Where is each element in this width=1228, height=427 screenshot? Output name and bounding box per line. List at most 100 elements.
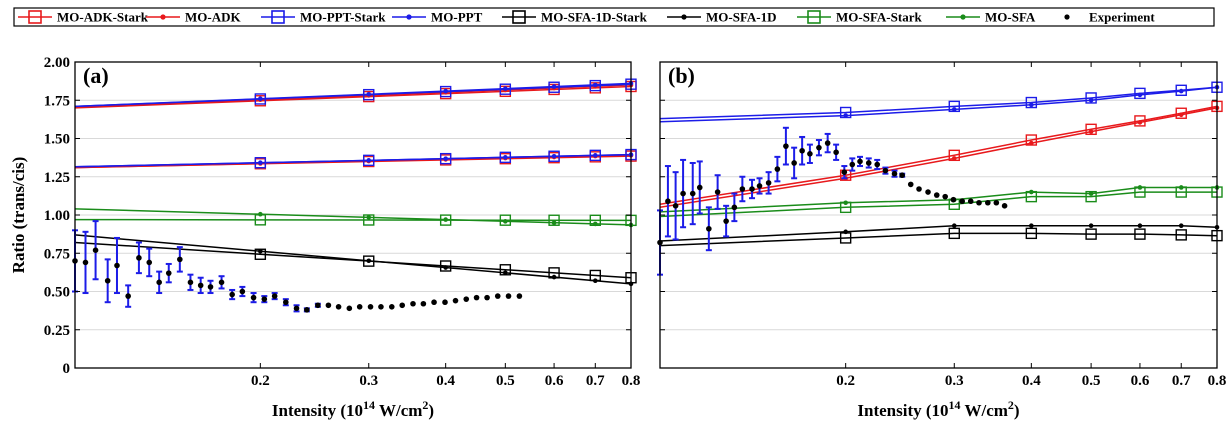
y-axis-label: Ratio (trans/cis) (9, 157, 28, 274)
experiment-point (293, 305, 300, 312)
legend-item: MO-SFA (946, 10, 1036, 25)
legend-item: MO-SFA-1D-Stark (502, 10, 648, 25)
experiment-point (689, 190, 696, 197)
y-tick-label: 1.25 (44, 170, 70, 186)
experiment-point (136, 255, 142, 261)
dot-marker (258, 248, 263, 254)
legend-dot-marker (681, 14, 687, 20)
series-line (659, 86, 1218, 120)
experiment-point (367, 304, 374, 310)
panel-a: 0 0.25 0.50 0.75 1.00 1.25 1.50 1.75 2.00 0.2 0.3 0… (9, 55, 640, 420)
dot-marker (1029, 102, 1034, 108)
experiment-point (325, 302, 332, 309)
panel-b: 0.2 0.3 0.4 0.5 0.6 0.7 0.8 (b) Intensity (1014 … (657, 61, 1226, 420)
experiment-point (356, 304, 363, 310)
square-marker (1134, 228, 1146, 240)
legend-item: Experiment (1064, 10, 1155, 25)
series-mo-ppt (74, 81, 634, 108)
experiment-point (463, 296, 470, 302)
dot-marker (1088, 223, 1094, 229)
x-tick-label: 0.6 (545, 373, 564, 389)
x-tick-label: 0.2 (251, 373, 270, 389)
dot-marker (951, 156, 957, 161)
panel-label: (a) (83, 63, 109, 88)
dot-marker (1178, 223, 1184, 229)
experiment-point (315, 302, 321, 309)
square-marker (948, 227, 960, 240)
legend-dot-marker (1064, 14, 1070, 20)
dot-marker (503, 270, 508, 276)
experiment-point (399, 302, 406, 309)
square-marker (1025, 227, 1038, 240)
legend-square-marker (271, 10, 285, 24)
experiment-point (816, 144, 822, 151)
experiment-point (942, 193, 948, 200)
dot-marker (592, 278, 598, 284)
experiment-point (261, 296, 268, 302)
legend-label: MO-SFA-1D (706, 10, 777, 25)
experiment-point (125, 293, 131, 299)
legend-label: MO-SFA (985, 10, 1036, 25)
experiment-point (916, 186, 922, 192)
square-marker (363, 214, 375, 226)
series-line (659, 186, 1217, 213)
experiment-point (442, 299, 448, 306)
legend-label: MO-ADK-Stark (57, 10, 149, 25)
dot-marker (503, 219, 508, 224)
experiment-point (849, 161, 856, 168)
x-tick-label: 0.3 (359, 373, 378, 389)
dot-marker (366, 258, 372, 264)
panel-label: (b) (668, 63, 695, 88)
y-tick-label: 0.50 (44, 285, 70, 301)
dot-marker (1088, 97, 1094, 103)
experiment-point (882, 167, 889, 174)
legend-label: MO-SFA-1D-Stark (541, 10, 648, 25)
experiment-point (783, 143, 789, 149)
dot-marker (443, 156, 448, 161)
y-tick-label: 0.25 (44, 323, 70, 339)
experiment-point (335, 304, 342, 310)
experiment-point (346, 305, 353, 312)
experiment-point (774, 166, 781, 172)
square-marker (1085, 92, 1097, 104)
experiment-point (177, 256, 183, 263)
experiment-point (993, 199, 1000, 206)
dot-marker (443, 265, 448, 270)
legend-square-marker (28, 10, 42, 24)
experiment-point (82, 259, 89, 266)
dot-marker (258, 211, 263, 217)
experiment-point (907, 181, 914, 188)
dot-marker (951, 107, 957, 112)
legend-dot-marker (406, 14, 412, 20)
experiment-point (92, 247, 99, 253)
legend-square-marker (807, 10, 821, 24)
experiment-point (250, 294, 257, 301)
experiment-point (1001, 203, 1008, 209)
x-tick-label: 0.4 (1022, 373, 1041, 389)
experiment-point (739, 186, 746, 192)
experiment-point (865, 160, 872, 166)
series-line (74, 153, 632, 168)
experiment-point (452, 297, 459, 304)
experiment-point (959, 198, 965, 205)
experiment-point (283, 299, 289, 306)
square-marker (1134, 87, 1146, 100)
experiment-point (706, 225, 712, 232)
dot-marker (443, 217, 448, 222)
experiment-point (114, 262, 120, 269)
square-marker (1085, 228, 1097, 240)
y-tick-label: 1.50 (44, 132, 70, 148)
dot-marker (503, 86, 508, 91)
experiment-point (207, 284, 214, 290)
experiment-point (967, 198, 974, 205)
y-tick-label: 2.00 (44, 55, 70, 71)
experiment-point (950, 196, 957, 203)
dot-marker (1029, 189, 1034, 195)
experiment-point (874, 161, 881, 168)
square-marker (548, 214, 560, 226)
dot-marker (366, 158, 372, 163)
experiment-point (985, 199, 991, 206)
experiment-point (765, 180, 772, 186)
experiment-point (197, 282, 204, 289)
dot-marker (1029, 140, 1034, 146)
